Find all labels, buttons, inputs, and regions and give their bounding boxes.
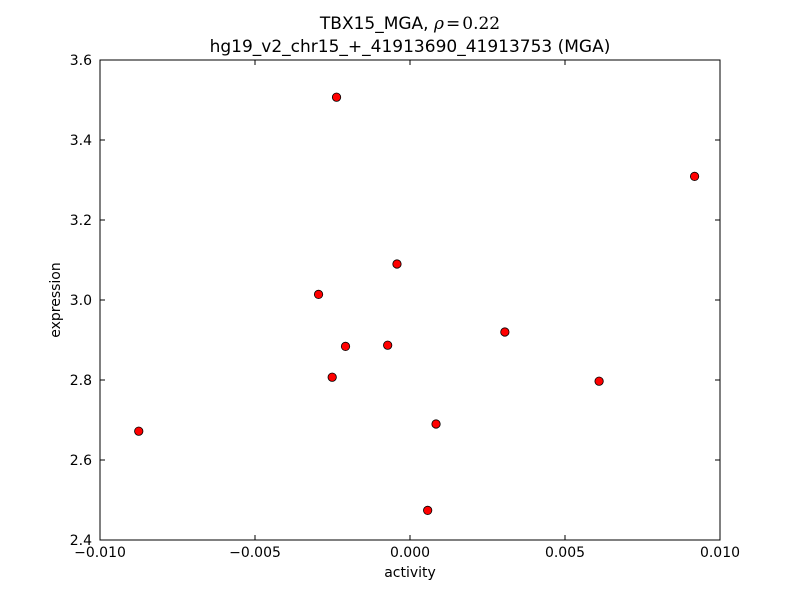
x-axis-label: activity — [384, 565, 436, 581]
data-point-9 — [500, 327, 510, 337]
chart-title: TBX15_MGA, ρ = 0.22 — [319, 14, 500, 34]
x-tick-label-4: 0.010 — [700, 545, 740, 561]
data-point-10 — [594, 376, 604, 386]
data-point-3 — [340, 341, 351, 351]
y-tick-label-4: 3.2 — [70, 213, 92, 229]
y-tick-label-6: 3.6 — [70, 53, 92, 69]
chart-subtitle: hg19_v2_chr15_+_41913690_41913753 (MGA) — [210, 37, 611, 57]
data-point-6 — [392, 259, 402, 269]
data-point-11 — [689, 171, 700, 181]
x-tick-label-1: −0.005 — [229, 545, 281, 561]
x-tick-label-0: −0.010 — [74, 545, 126, 561]
x-tick-label-2: 0.000 — [390, 545, 430, 561]
axis-ticks: −0.010 −0.005 0.000 0.005 0.010 2.4 2.6 2.8 3.0 3… — [70, 53, 740, 561]
data-point-8 — [431, 419, 441, 429]
y-tick-label-2: 2.8 — [70, 373, 92, 389]
y-tick-label-1: 2.6 — [70, 453, 92, 469]
y-tick-label-0: 2.4 — [70, 533, 92, 549]
data-points — [134, 92, 700, 515]
data-point-2 — [313, 289, 324, 299]
data-point-1 — [331, 92, 342, 102]
data-point-4 — [327, 372, 337, 382]
data-point-7 — [423, 505, 433, 515]
data-point-5 — [383, 340, 393, 350]
plot-frame — [99, 59, 721, 541]
x-tick-label-3: 0.005 — [545, 545, 585, 561]
y-tick-label-3: 3.0 — [70, 293, 92, 309]
y-axis-label: expression — [48, 262, 64, 338]
y-tick-label-5: 3.4 — [70, 133, 92, 149]
data-point-0 — [134, 426, 144, 436]
